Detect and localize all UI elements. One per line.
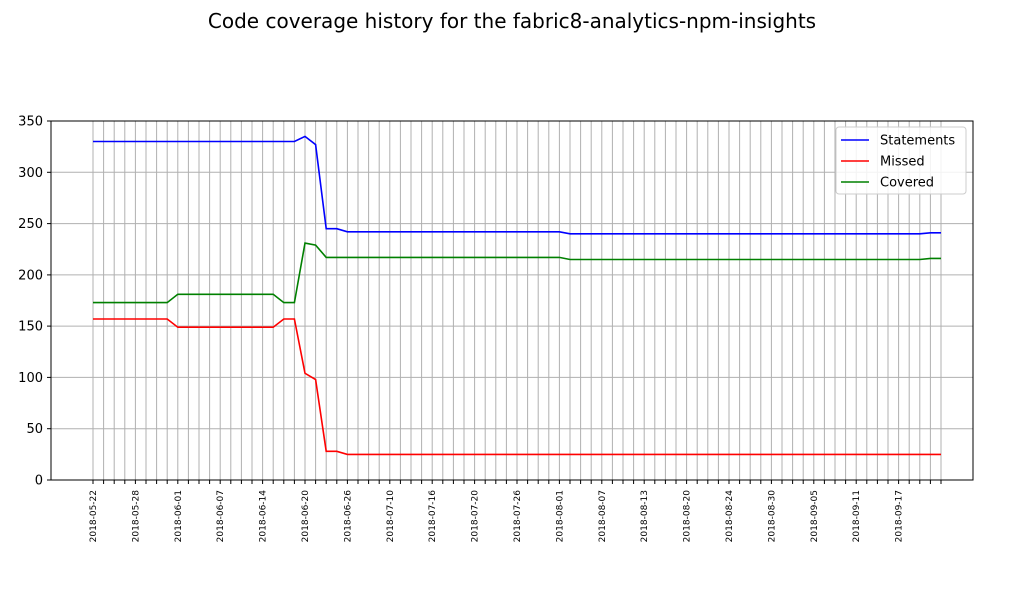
x-axis: 2018-05-22 2018-05-28 2018-06-01 2018-06-07… [89, 480, 942, 543]
x-tick-label: 2018-09-11 [852, 490, 862, 542]
legend-box [835, 126, 967, 195]
x-tick-label: 2018-06-01 [174, 490, 184, 542]
y-tick-label: 0 [35, 474, 43, 489]
x-tick-label: 2018-09-17 [895, 490, 905, 542]
x-tick-label: 2018-07-10 [386, 490, 396, 543]
chart-title: Code coverage history for the fabric8-an… [208, 9, 816, 33]
x-tick-label: 2018-08-13 [640, 490, 650, 542]
x-tick-label: 2018-08-07 [598, 490, 608, 542]
x-tick-label: 2018-06-26 [343, 490, 353, 543]
plot-frame [50, 120, 974, 481]
x-tick-label: 2018-08-24 [725, 490, 735, 543]
y-tick-label: 150 [18, 320, 43, 335]
x-tick-label: 2018-06-20 [301, 490, 311, 543]
x-tick-label: 2018-07-20 [471, 490, 481, 543]
y-tick-label: 50 [26, 422, 43, 437]
x-tick-label: 2018-05-28 [131, 490, 141, 543]
legend-label-missed: Missed [880, 155, 925, 170]
x-tick-label: 2018-07-26 [513, 490, 523, 543]
y-tick-label: 250 [18, 217, 43, 232]
legend[interactable]: Statements Missed Covered [835, 126, 967, 195]
x-tick-label: 2018-08-01 [555, 490, 565, 542]
x-tick-label: 2018-05-22 [89, 490, 99, 542]
x-tick-label: 2018-08-20 [683, 490, 693, 543]
series-line-statements [93, 135, 941, 235]
series-line-covered [93, 242, 941, 304]
series-line-missed [93, 318, 941, 456]
y-tick-label: 300 [18, 166, 43, 181]
x-tick-label: 2018-09-05 [810, 490, 820, 542]
legend-label-statements: Statements [880, 134, 955, 149]
y-axis: 0 50 100 150 200 250 300 350 [18, 115, 51, 489]
x-grid [92, 121, 942, 480]
x-tick-label: 2018-07-16 [428, 490, 438, 543]
x-tick-label: 2018-08-30 [767, 490, 777, 543]
y-tick-label: 100 [18, 371, 43, 386]
x-tick-label: 2018-06-07 [216, 490, 226, 542]
y-tick-label: 200 [18, 268, 43, 283]
y-tick-label: 350 [18, 115, 43, 130]
legend-label-covered: Covered [880, 176, 934, 191]
x-tick-label: 2018-06-14 [259, 490, 269, 543]
series-layer [93, 135, 941, 456]
